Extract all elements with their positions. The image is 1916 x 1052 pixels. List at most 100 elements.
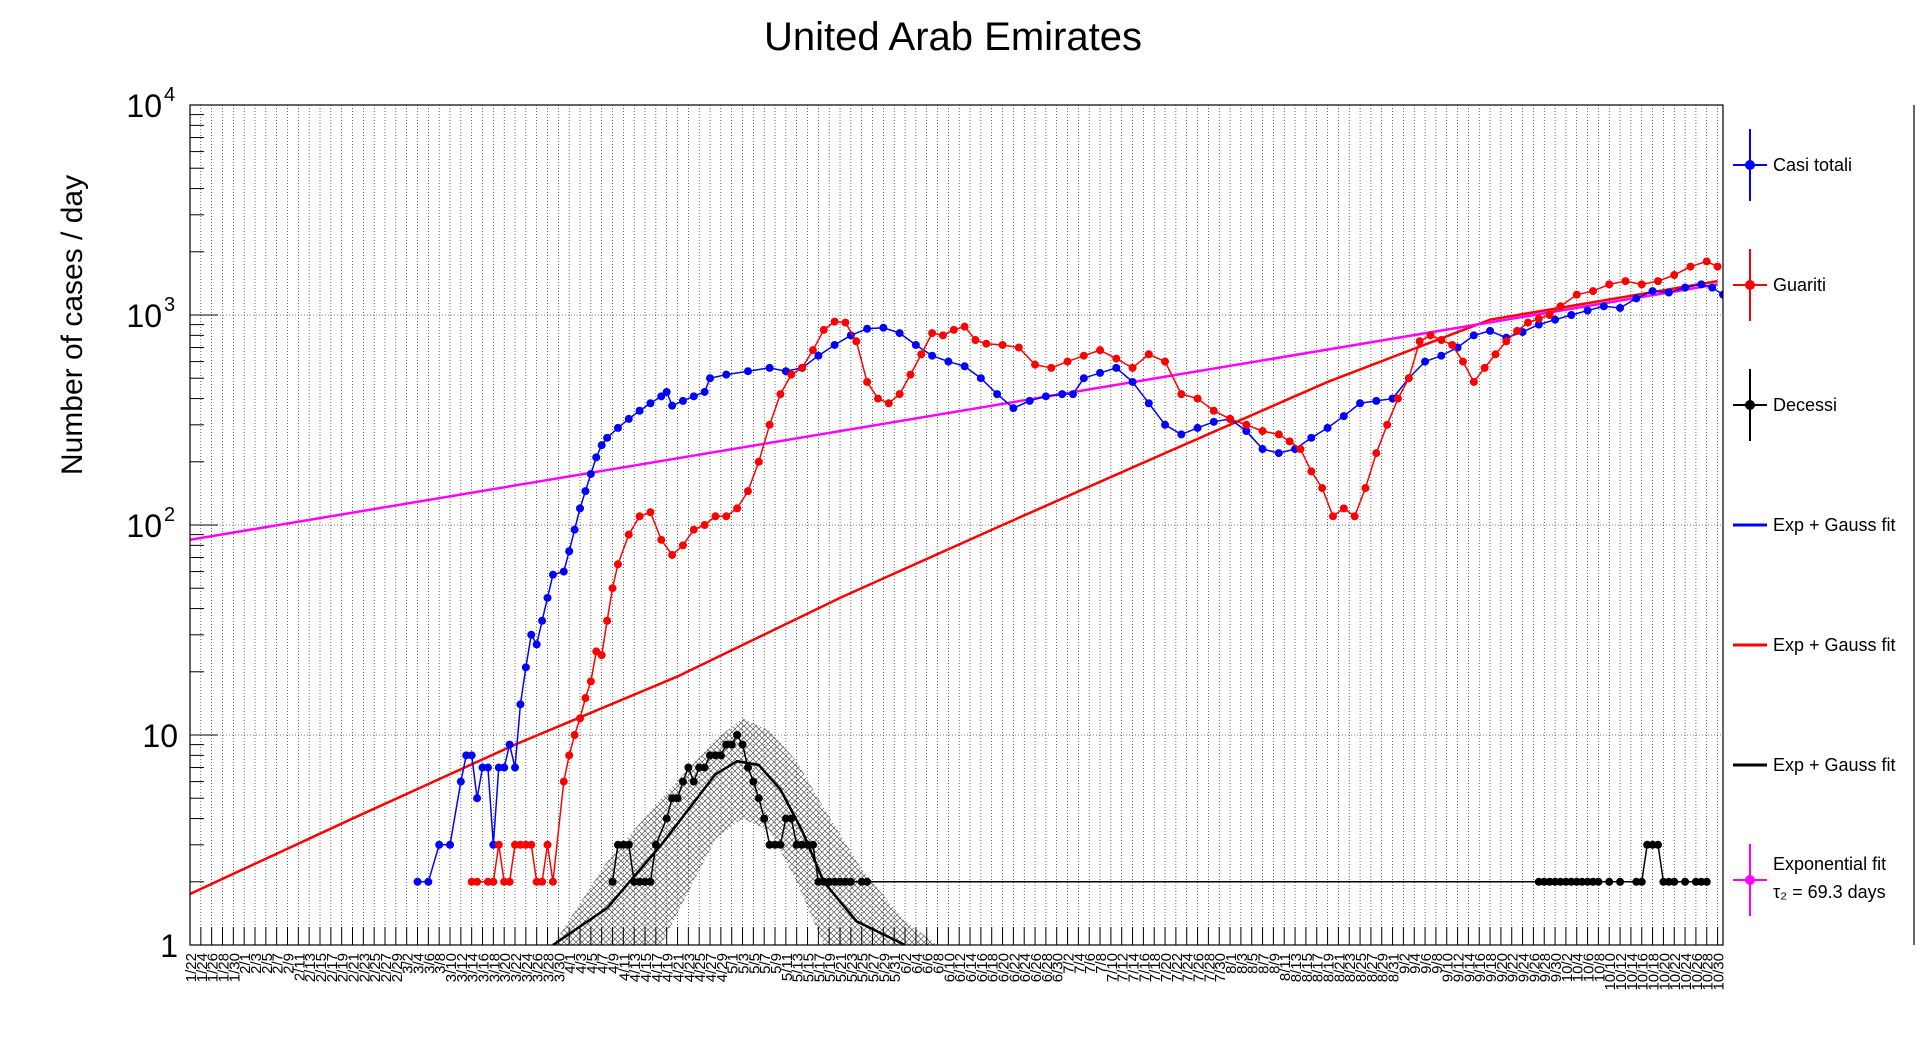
x-tick-label: 3/10	[443, 953, 460, 982]
data-point	[993, 390, 1002, 399]
x-tick-label: 10/26	[1689, 953, 1706, 991]
data-point	[727, 740, 736, 749]
data-point	[662, 387, 671, 396]
data-point	[505, 877, 514, 886]
x-tick-label: 2/5	[259, 953, 276, 974]
data-point	[808, 840, 817, 849]
x-tick-label: 9/14	[1461, 953, 1478, 982]
data-point	[852, 337, 861, 346]
x-tick-label: 5/15	[801, 953, 818, 982]
data-point	[1242, 420, 1251, 429]
data-point	[673, 794, 682, 803]
x-tick-label: 3/4	[411, 953, 428, 974]
x-tick-label: 5/23	[844, 953, 861, 982]
data-point	[543, 840, 552, 849]
x-tick-label: 10/22	[1667, 953, 1684, 991]
data-point	[1209, 406, 1218, 415]
data-point	[1193, 423, 1202, 432]
legend-label: Exp + Gauss fit	[1773, 635, 1896, 655]
legend-label: Exponential fit	[1773, 854, 1886, 874]
data-point	[603, 433, 612, 442]
legend-label: Exp + Gauss fit	[1773, 755, 1896, 775]
x-tick-label: 8/17	[1310, 953, 1327, 982]
x-tick-label: 6/2	[898, 953, 915, 974]
data-point	[613, 560, 622, 569]
data-point	[1274, 430, 1283, 439]
data-point	[532, 640, 541, 649]
data-point	[1112, 363, 1121, 372]
data-point	[1670, 271, 1679, 280]
data-point	[1670, 877, 1679, 886]
data-point	[635, 406, 644, 415]
data-point	[722, 512, 731, 521]
x-tick-label: 7/18	[1147, 953, 1164, 982]
x-tick-label: 8/7	[1256, 953, 1273, 974]
data-point	[1719, 290, 1723, 299]
x-tick-label: 3/2	[400, 953, 417, 974]
data-point	[1025, 396, 1034, 405]
x-tick-label: 4/1	[562, 953, 579, 974]
x-tick-label: 5/25	[855, 953, 872, 982]
data-point	[559, 567, 568, 576]
y-axis-label: Number of cases / day	[56, 175, 89, 475]
legend-label: Casi totali	[1773, 155, 1852, 175]
data-point	[1404, 374, 1413, 383]
data-point	[1513, 326, 1522, 335]
x-tick-label: 2/9	[281, 953, 298, 974]
data-point	[1653, 840, 1662, 849]
x-tick-label: 4/7	[595, 953, 612, 974]
x-tick-label: 9/28	[1537, 953, 1554, 982]
x-tick-label: 9/24	[1516, 953, 1533, 982]
x-tick-label: 4/3	[573, 953, 590, 974]
data-point	[684, 763, 693, 772]
data-point	[586, 469, 595, 478]
data-point	[1096, 346, 1105, 355]
data-point	[603, 616, 612, 625]
x-tick-label: 4/23	[681, 953, 698, 982]
x-tick-label: 6/20	[996, 953, 1013, 982]
data-point	[1361, 484, 1370, 493]
data-point	[543, 593, 552, 602]
data-point	[1702, 877, 1711, 886]
x-tick-label: 8/29	[1375, 953, 1392, 982]
data-point	[635, 512, 644, 521]
data-point	[1041, 392, 1050, 401]
data-point	[646, 399, 655, 408]
x-tick-label: 7/30	[1212, 953, 1229, 982]
x-tick-label: 7/16	[1136, 953, 1153, 982]
data-point	[678, 396, 687, 405]
data-point	[917, 350, 926, 359]
data-point	[976, 374, 985, 383]
data-point	[1534, 320, 1543, 329]
data-point	[906, 370, 915, 379]
data-point	[581, 694, 590, 703]
data-point	[613, 423, 622, 432]
data-point	[1063, 357, 1072, 366]
data-point	[846, 331, 855, 340]
data-point	[971, 336, 980, 345]
data-point	[548, 570, 557, 579]
data-point	[787, 814, 796, 823]
data-point	[1339, 412, 1348, 421]
data-point	[998, 340, 1007, 349]
data-point	[1551, 315, 1560, 324]
data-point	[1588, 287, 1597, 296]
x-tick-label: 2/23	[356, 953, 373, 982]
legend-item: Exp + Gauss fit	[1733, 635, 1896, 655]
data-point	[570, 525, 579, 534]
data-point	[576, 714, 585, 723]
data-point	[895, 390, 904, 399]
x-tick-label: 6/14	[963, 953, 980, 982]
x-tick-label: 10/10	[1602, 953, 1619, 991]
x-tick-label: 4/15	[638, 953, 655, 982]
data-point	[1285, 437, 1294, 446]
x-tick-label: 8/9	[1266, 953, 1283, 974]
x-tick-label: 2/3	[248, 953, 265, 974]
data-point	[646, 877, 655, 886]
x-tick-label: 1/26	[205, 953, 222, 982]
y-tick-exponent: 3	[164, 294, 175, 316]
x-tick-label: 8/25	[1353, 953, 1370, 982]
data-point	[689, 777, 698, 786]
y-tick-label: 10	[126, 298, 162, 334]
